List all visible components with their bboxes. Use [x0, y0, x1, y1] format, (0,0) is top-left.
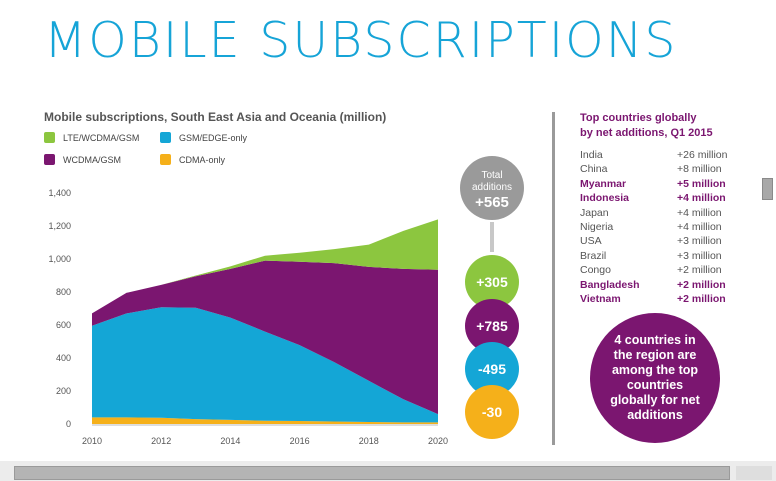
country-name: Bangladesh: [580, 278, 640, 291]
total-bubble-line1: Total: [481, 170, 502, 181]
country-value: +4 million: [677, 206, 722, 219]
country-row: Vietnam +2 million: [580, 293, 740, 307]
horizontal-scrollbar-thumb[interactable]: [14, 466, 730, 480]
country-row: Congo +2 million: [580, 264, 740, 278]
legend-item-lte: LTE/WCDMA/GSM: [44, 132, 139, 143]
legend-swatch-gsm-edge: [160, 132, 171, 143]
vertical-scrollbar-thumb[interactable]: [762, 178, 773, 200]
total-bubble-value: +565: [475, 194, 509, 211]
legend-label-cdma: CDMA-only: [179, 154, 226, 165]
country-name: Nigeria: [580, 221, 614, 233]
country-value: +3 million: [677, 235, 722, 248]
country-name: Myanmar: [580, 177, 627, 190]
country-value: +4 million: [677, 192, 726, 205]
x-tick-label: 2020: [428, 436, 448, 446]
net-addition-bubble: [465, 385, 519, 439]
net-addition-value: +305: [476, 274, 508, 290]
horizontal-scrollbar-end[interactable]: [736, 466, 772, 480]
country-name: China: [580, 163, 608, 176]
y-tick-label: 800: [56, 287, 71, 297]
x-tick-label: 2016: [290, 436, 310, 446]
y-tick-label: 1,000: [48, 254, 71, 264]
country-row: India +26 million: [580, 149, 740, 163]
country-name: India: [580, 149, 603, 161]
x-tick-label: 2018: [359, 436, 379, 446]
net-addition-bubble: [465, 299, 519, 353]
callout-bubble: 4 countries in the region are among the …: [590, 313, 720, 443]
country-name: Brazil: [580, 249, 607, 262]
country-row: Nigeria +4 million: [580, 221, 740, 235]
country-name: Japan: [580, 206, 609, 219]
country-name: USA: [580, 235, 602, 248]
legend-label-wcdma: WCDMA/GSM: [63, 154, 121, 165]
country-row: China +8 million: [580, 163, 740, 177]
y-tick-label: 1,400: [48, 188, 71, 198]
net-addition-value: +785: [476, 318, 508, 334]
country-value: +2 million: [677, 264, 722, 277]
country-name: Congo: [580, 264, 611, 277]
country-row: Indonesia +4 million: [580, 192, 740, 206]
x-tick-label: 2014: [220, 436, 240, 446]
legend-label-lte: LTE/WCDMA/GSM: [63, 132, 140, 143]
y-tick-label: 600: [56, 320, 71, 330]
country-row: USA +3 million: [580, 235, 740, 249]
country-value: +2 million: [677, 278, 726, 291]
side-panel-title-line1: Top countries globally: [580, 112, 697, 124]
country-row: Bangladesh +2 million: [580, 279, 740, 293]
legend-swatch-wcdma: [44, 154, 55, 165]
total-bubble-line2: additions: [472, 182, 512, 193]
y-tick-label: 400: [56, 353, 71, 363]
net-addition-bubble: [465, 255, 519, 309]
net-addition-value: -30: [482, 404, 502, 420]
panel-divider: [552, 112, 555, 445]
country-row: Myanmar +5 million: [580, 178, 740, 192]
legend-item-cdma: CDMA-only: [160, 154, 225, 165]
y-tick-label: 1,200: [48, 221, 71, 231]
country-row: Brazil +3 million: [580, 250, 740, 264]
legend-swatch-lte: [44, 132, 55, 143]
area-series-lte-wcdma-gsm: [92, 219, 438, 314]
country-value: +5 million: [677, 177, 726, 190]
legend-item-wcdma: WCDMA/GSM: [44, 154, 121, 165]
net-addition-bubble: [465, 342, 519, 396]
x-tick-label: 2010: [82, 436, 102, 446]
country-value: +26 million: [677, 149, 728, 161]
country-name: Vietnam: [580, 293, 621, 305]
y-tick-label: 0: [66, 419, 71, 429]
legend-swatch-cdma: [160, 154, 171, 165]
country-value: +2 million: [677, 293, 726, 305]
total-additions-bubble: [460, 156, 524, 220]
y-tick-label: 200: [56, 386, 71, 396]
page-title: MOBILE SUBSCRIPTIONS: [44, 12, 678, 69]
legend-label-gsm-edge: GSM/EDGE-only: [179, 132, 248, 143]
callout-text: 4 countries in the region are among the …: [610, 333, 700, 422]
net-addition-value: -495: [478, 361, 506, 377]
country-value: +3 million: [677, 249, 722, 262]
side-panel-title-line2: by net additions, Q1 2015: [580, 127, 713, 139]
legend-item-gsm-edge: GSM/EDGE-only: [160, 132, 247, 143]
side-panel-title: Top countries globally by net additions,…: [580, 111, 760, 141]
chart-legend: LTE/WCDMA/GSM GSM/EDGE-only WCDMA/GSM CD…: [44, 132, 334, 172]
country-row: Japan +4 million: [580, 207, 740, 221]
x-tick-label: 2012: [151, 436, 171, 446]
area-series-gsm-edge-only: [92, 307, 438, 423]
country-value: +4 million: [677, 221, 722, 233]
country-name: Indonesia: [580, 192, 630, 205]
country-value: +8 million: [677, 163, 722, 176]
area-series-wcdma-gsm: [92, 260, 438, 415]
chart-title: Mobile subscriptions, South East Asia an…: [44, 110, 387, 124]
